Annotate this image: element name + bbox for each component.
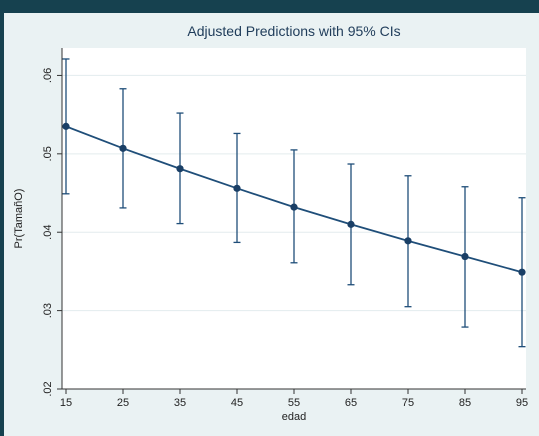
prediction-point xyxy=(347,220,355,228)
chart-title: Adjusted Predictions with 95% CIs xyxy=(187,23,400,39)
x-tick-label: 55 xyxy=(288,397,300,409)
x-tick-label: 35 xyxy=(174,397,186,409)
x-tick-label: 65 xyxy=(345,397,357,409)
axes: .02 .03 .04 .05 .06 15 25 35 45 55 65 75 85 95 xyxy=(42,48,528,409)
x-tick-label: 95 xyxy=(516,397,528,409)
y-tick-label: .04 xyxy=(42,225,54,240)
prediction-point xyxy=(176,165,184,173)
x-axis-title: edad xyxy=(282,411,306,423)
x-tick-label: 25 xyxy=(117,397,129,409)
y-tick-label: .05 xyxy=(42,146,54,161)
prediction-point xyxy=(518,268,526,276)
prediction-points xyxy=(62,122,526,276)
prediction-point xyxy=(461,252,469,261)
x-tick-label: 15 xyxy=(60,397,72,409)
chart: Adjusted Predictions with 95% CIs .02 .03… xyxy=(13,23,528,423)
prediction-point xyxy=(404,237,412,245)
prediction-point xyxy=(119,144,127,152)
prediction-point xyxy=(62,122,70,130)
x-tick-label: 75 xyxy=(402,397,414,409)
prediction-point xyxy=(233,184,241,192)
y-tick-label: .06 xyxy=(42,68,54,83)
y-tick-label: .02 xyxy=(42,381,54,396)
x-tick-label: 45 xyxy=(231,397,243,409)
x-tick-label: 85 xyxy=(459,397,471,409)
chart-frame: Adjusted Predictions with 95% CIs .02 .03… xyxy=(4,13,539,436)
y-axis-title: Pr(TamañO) xyxy=(13,189,25,249)
y-tick-label: .03 xyxy=(42,303,54,318)
prediction-point xyxy=(290,203,298,211)
